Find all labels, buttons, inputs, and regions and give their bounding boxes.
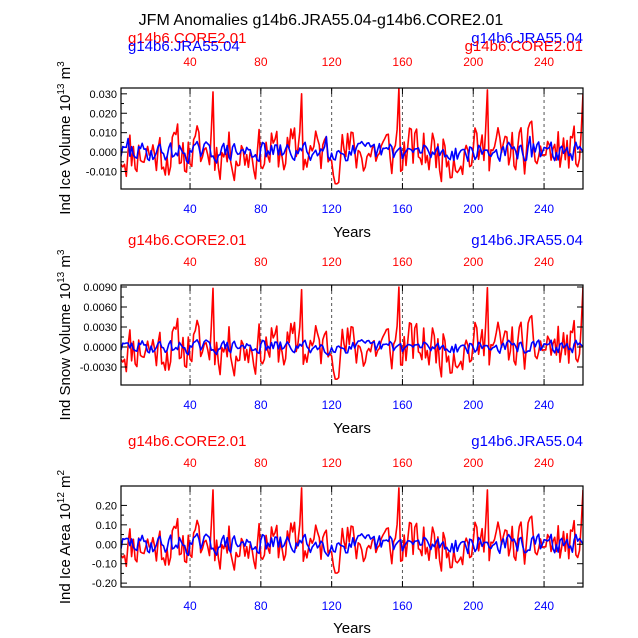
x-tick-label-top: 240 (534, 55, 554, 69)
y-axis-label-unit-exponent: 3 (56, 249, 67, 255)
y-tick-label: 0.020 (89, 108, 117, 120)
series-line-jra (121, 339, 583, 356)
legend-label-right: g14b6.JRA55.04 (471, 30, 583, 47)
x-tick-label-bottom: 160 (392, 202, 412, 216)
y-tick-label: -0.010 (86, 167, 117, 179)
series-line-core (121, 286, 583, 380)
x-tick-label-bottom: 200 (463, 202, 483, 216)
y-tick-label: -0.10 (92, 559, 117, 571)
panel-1: 0.030 0.020 0.010 0.000 -0.010 40 80 120 160 200 2… (56, 30, 584, 241)
x-tick-label-bottom: 240 (534, 599, 554, 613)
y-axis-label-exponent: 13 (56, 83, 67, 95)
legend-label-left: g14b6.JRA55.04 (128, 38, 240, 55)
x-tick-label-bottom: 120 (322, 599, 342, 613)
y-axis-label-exponent: 12 (56, 492, 67, 504)
x-tick-label-bottom: 200 (463, 398, 483, 412)
x-tick-label-top: 80 (254, 255, 268, 269)
x-tick-label-bottom: 240 (534, 398, 554, 412)
x-tick-label-bottom: 240 (534, 202, 554, 216)
y-tick-label: 0.20 (96, 500, 117, 512)
x-tick-label-top: 200 (463, 55, 483, 69)
plot-frame (120, 284, 584, 386)
y-axis-label: Ind Ice Volume 1013 m3 (56, 61, 74, 215)
x-tick-label-top: 120 (322, 255, 342, 269)
x-tick-label-top: 240 (534, 255, 554, 269)
y-tick-label: 0.0060 (83, 302, 117, 314)
x-axis-label: Years (333, 224, 371, 241)
y-axis-label-main: Ind Ice Area 10 (57, 503, 74, 604)
panel-3: 0.20 0.10 0.00 -0.10 -0.20 40 80 120 160 200 240 40… (56, 433, 584, 637)
x-axis-label: Years (333, 620, 371, 637)
y-tick-label: 0.030 (89, 89, 117, 101)
x-tick-label-bottom: 80 (254, 398, 268, 412)
y-tick-label: 0.010 (89, 128, 117, 140)
panel-2: 0.0090 0.0060 0.0030 0.0000 -0.0030 40 80 120 16… (56, 232, 584, 437)
x-tick-label-top: 40 (183, 456, 197, 470)
x-tick-label-top: 160 (392, 456, 412, 470)
x-tick-label-bottom: 160 (392, 599, 412, 613)
x-tick-label-bottom: 160 (392, 398, 412, 412)
x-axis-label: Years (333, 420, 371, 437)
x-tick-label-top: 200 (463, 255, 483, 269)
y-tick-label: 0.10 (96, 520, 117, 532)
y-axis-label-main: Ind Ice Volume 10 (57, 95, 74, 215)
x-tick-label-top: 120 (322, 55, 342, 69)
x-tick-label-bottom: 120 (322, 398, 342, 412)
x-tick-label-top: 240 (534, 456, 554, 470)
y-tick-label: 0.0000 (83, 342, 117, 354)
x-tick-label-top: 160 (392, 255, 412, 269)
x-tick-label-bottom: 40 (183, 398, 197, 412)
y-tick-label: 0.000 (89, 147, 117, 159)
x-tick-label-top: 80 (254, 55, 268, 69)
plot-frame (120, 87, 584, 190)
x-tick-label-top: 200 (463, 456, 483, 470)
x-tick-label-bottom: 80 (254, 202, 268, 216)
series-line-jra (121, 532, 583, 557)
x-tick-label-bottom: 80 (254, 599, 268, 613)
legend-label-right: g14b6.JRA55.04 (471, 433, 583, 450)
series-line-jra (121, 135, 583, 164)
y-axis-label: Ind Ice Area 1012 m2 (56, 469, 74, 604)
series-line-core (121, 88, 583, 185)
x-tick-label-bottom: 200 (463, 599, 483, 613)
y-tick-label: -0.0030 (80, 362, 117, 374)
plot-frame (120, 485, 584, 588)
y-axis-label-unit: m (57, 255, 74, 272)
y-tick-label: 0.0090 (83, 282, 117, 294)
legend-label-right: g14b6.CORE2.01 (465, 38, 583, 55)
figure-title: JFM Anomalies g14b6.JRA55.04-g14b6.CORE2… (139, 12, 504, 29)
y-tick-label: 0.0030 (83, 322, 117, 334)
y-axis-label-unit-exponent: 2 (56, 469, 67, 475)
y-axis-label-main: Ind Snow Volume 10 (57, 283, 74, 421)
y-axis-label-unit-exponent: 3 (56, 61, 67, 67)
y-axis-label-exponent: 13 (56, 271, 67, 283)
x-tick-label-bottom: 40 (183, 202, 197, 216)
legend-label-left: g14b6.CORE2.01 (128, 232, 246, 249)
legend-label-left: g14b6.CORE2.01 (128, 433, 246, 450)
x-tick-label-bottom: 40 (183, 599, 197, 613)
y-tick-label: -0.20 (92, 578, 117, 590)
y-tick-label: 0.00 (96, 539, 117, 551)
y-axis-label-unit: m (57, 475, 74, 492)
y-axis-label-unit: m (57, 67, 74, 84)
x-tick-label-top: 40 (183, 55, 197, 69)
x-tick-label-top: 80 (254, 456, 268, 470)
x-tick-label-top: 120 (322, 456, 342, 470)
x-tick-label-top: 40 (183, 255, 197, 269)
x-tick-label-bottom: 120 (322, 202, 342, 216)
x-tick-label-top: 160 (392, 55, 412, 69)
y-axis-label: Ind Snow Volume 1013 m3 (56, 249, 74, 420)
legend-label-left: g14b6.CORE2.01 (128, 30, 246, 47)
legend-label-right: g14b6.JRA55.04 (471, 232, 583, 249)
series-line-core (121, 487, 583, 574)
